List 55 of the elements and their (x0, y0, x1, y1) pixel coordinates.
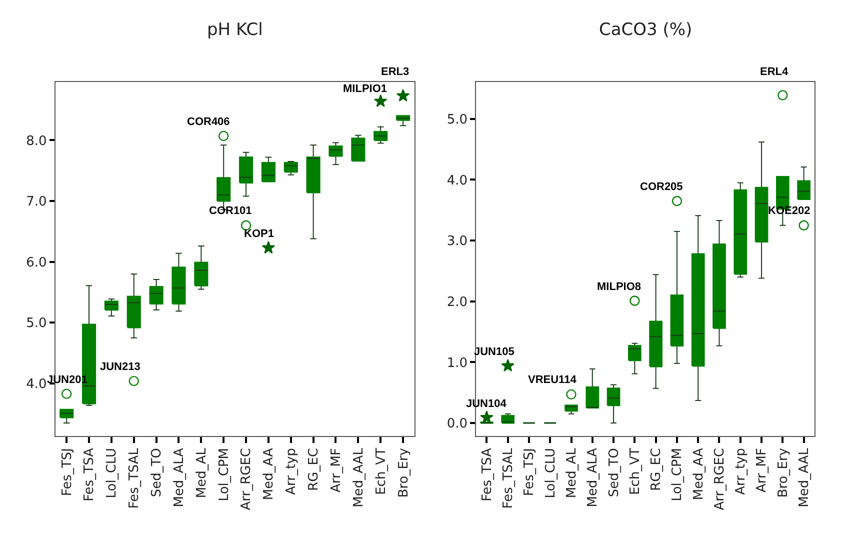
x-tick-label: Ech_VT (628, 448, 643, 495)
annotation: ERL3 (381, 66, 410, 78)
y-tick-label: 4.0 (26, 377, 47, 392)
x-tick-label: Lol_CLU (543, 448, 558, 498)
x-tick-label: RG_EC (306, 448, 322, 491)
x-tick-label: Sed_TO (150, 448, 165, 498)
annotation: COR406 (187, 116, 230, 128)
x-tick-label: Arr_MF (754, 448, 770, 493)
y-tick-label: 2.0 (446, 294, 468, 310)
x-tick-label: Ech_VT (374, 448, 389, 495)
y-tick-label: 7.0 (26, 194, 47, 210)
x-tick-label: Fes_TSAL (127, 447, 142, 509)
x-tick-label: Arr_RGEC (712, 448, 728, 510)
y-tick-label: 6.0 (26, 255, 47, 270)
y-tick-label: 5.0 (446, 112, 468, 128)
x-tick-label: RG_EC (649, 448, 664, 491)
annotation: JUN213 (100, 361, 140, 373)
x-tick-label: Med_AL (194, 447, 210, 498)
x-tick-label: Fes_TSJ (522, 448, 538, 496)
x-tick-label: Arr_typ (284, 448, 300, 495)
chart-title: CaCO3 (%) (599, 20, 692, 40)
annotation: KOP1 (244, 228, 274, 240)
x-tick-label: Sed_TO (606, 448, 622, 498)
y-tick-label: 4.0 (446, 173, 468, 188)
y-tick-label: 8.0 (26, 134, 47, 149)
x-tick-label: Med_AL (564, 447, 580, 498)
chart-title: pH KCl (207, 20, 263, 40)
x-tick-label: Med_AAL (797, 447, 812, 508)
x-tick-label: Lol_CLU (104, 448, 120, 498)
y-tick-label: 1.0 (446, 356, 468, 371)
annotation: COR205 (640, 181, 683, 193)
x-tick-label: Fes_TSJ (60, 448, 75, 496)
x-tick-label: Fes_TSAL (501, 447, 516, 509)
x-tick-label: Arr_MF (328, 448, 344, 493)
x-tick-label: Med_AA (262, 448, 277, 500)
x-tick-label: Lol_CPM (216, 448, 232, 502)
x-tick-label: Arr_typ (734, 448, 749, 495)
annotation: COR101 (209, 205, 252, 217)
x-tick-label: Fes_TSA (82, 448, 98, 502)
x-tick-label: Med_AAL (351, 447, 366, 508)
x-tick-label: Bro_Ery (396, 448, 412, 498)
y-tick-label: 0.0 (446, 416, 468, 432)
annotation: MILPIO1 (343, 83, 388, 95)
x-tick-label: Lol_CPM (670, 448, 686, 502)
x-tick-label: Arr_RGEC (239, 448, 254, 510)
y-tick-label: 3.0 (446, 234, 468, 250)
annotation: ERL4 (760, 66, 789, 78)
x-tick-label: Med_ALA (586, 448, 601, 508)
x-tick-label: Bro_Ery (776, 448, 791, 498)
x-tick-label: Fes_TSA (480, 448, 495, 502)
annotation: MILPIO8 (597, 281, 642, 293)
x-tick-label: Med_ALA (172, 448, 187, 508)
annotation: VREU114 (528, 374, 578, 386)
y-tick-label: 5.0 (26, 316, 47, 332)
x-tick-label: Med_AA (691, 448, 706, 500)
